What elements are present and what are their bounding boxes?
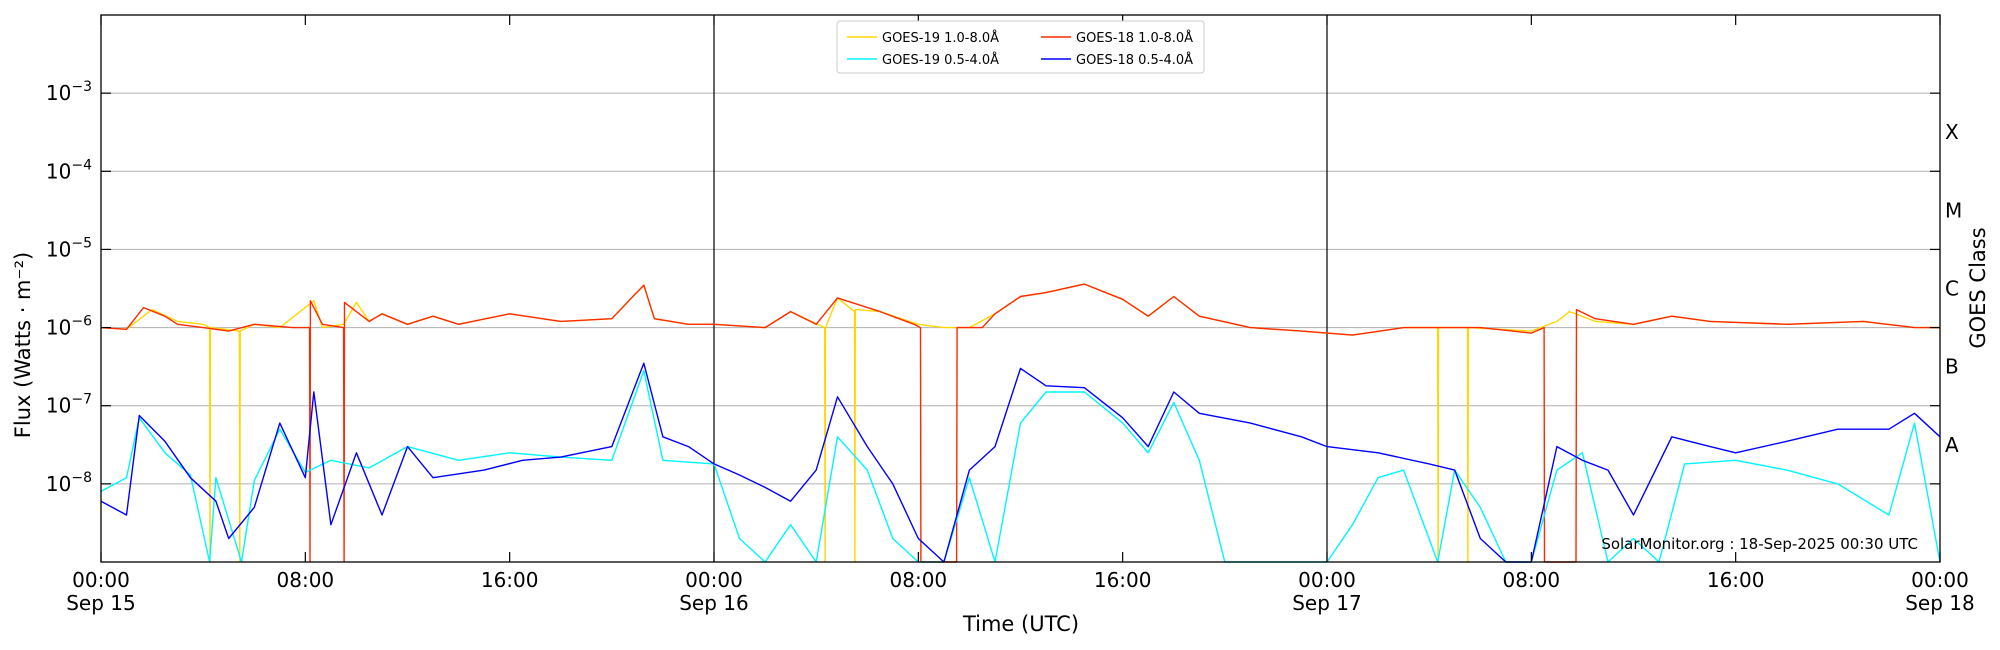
x-tick-label: 16:00 [1707, 568, 1765, 592]
x-tick-label: 00:00 [685, 568, 743, 592]
x-tick-date-label: Sep 18 [1905, 591, 1975, 615]
day-boundary-lines [713, 15, 1328, 562]
x-tick-label: 16:00 [1094, 568, 1152, 592]
y-tick-label: 10−5 [46, 235, 92, 261]
legend-entry-label: GOES-19 0.5-4.0Å [882, 52, 999, 68]
y2-axis-title: GOES Class [1966, 227, 1990, 348]
series-line-goes-18-0-5-4-0- [100, 362, 1941, 563]
x-tick-label: 16:00 [481, 568, 539, 592]
goes-class-label: B [1945, 355, 1959, 379]
goes-class-labels: A B C M X [1945, 120, 1962, 457]
x-axis-title: Time (UTC) [962, 612, 1079, 636]
x-tick-label: 00:00 [1298, 568, 1356, 592]
legend: GOES-19 1.0-8.0Å GOES-19 0.5-4.0Å GOES-18 … [836, 20, 1205, 74]
grid-lines [101, 92, 1940, 485]
goes-class-label: A [1945, 433, 1959, 457]
x-tick-label: 00:00 [1911, 568, 1969, 592]
axis-ticks [100, 15, 1941, 562]
y-tick-label: 10−6 [46, 314, 92, 340]
x-tick-label: 08:00 [277, 568, 335, 592]
x-tick-label: 00:00 [72, 568, 130, 592]
x-tick-label: 08:00 [890, 568, 948, 592]
y-tick-label: 10−3 [46, 79, 92, 105]
y-tick-label: 10−4 [46, 157, 92, 183]
goes-class-label: X [1945, 120, 1959, 144]
x-tick-date-label: Sep 16 [679, 591, 749, 615]
goes-class-label: C [1945, 277, 1959, 301]
legend-entry-label: GOES-18 1.0-8.0Å [1076, 30, 1193, 46]
plot-frame [100, 14, 1941, 563]
series-line-goes-18-1-0-8-0- [100, 283, 1940, 563]
y-tick-label: 10−7 [46, 392, 92, 418]
legend-box [836, 20, 1205, 74]
x-tick-date-label: Sep 17 [1292, 591, 1362, 615]
x-tick-label: 08:00 [1503, 568, 1561, 592]
y-tick-label: 10−8 [46, 470, 92, 496]
series-line-goes-19-1-0-8-0- [100, 283, 1940, 563]
legend-entry-label: GOES-18 0.5-4.0Å [1076, 52, 1193, 68]
y-axis-tick-labels: 10−8 10−7 10−6 10−5 10−4 10−3 [46, 79, 92, 496]
credit-text: SolarMonitor.org : 18-Sep-2025 00:30 UTC [1601, 535, 1918, 553]
legend-entry-label: GOES-19 1.0-8.0Å [882, 30, 999, 46]
y-axis-title: Flux (Watts · m⁻²) [11, 252, 35, 438]
goes-class-label: M [1945, 198, 1962, 222]
x-tick-date-label: Sep 15 [66, 591, 136, 615]
